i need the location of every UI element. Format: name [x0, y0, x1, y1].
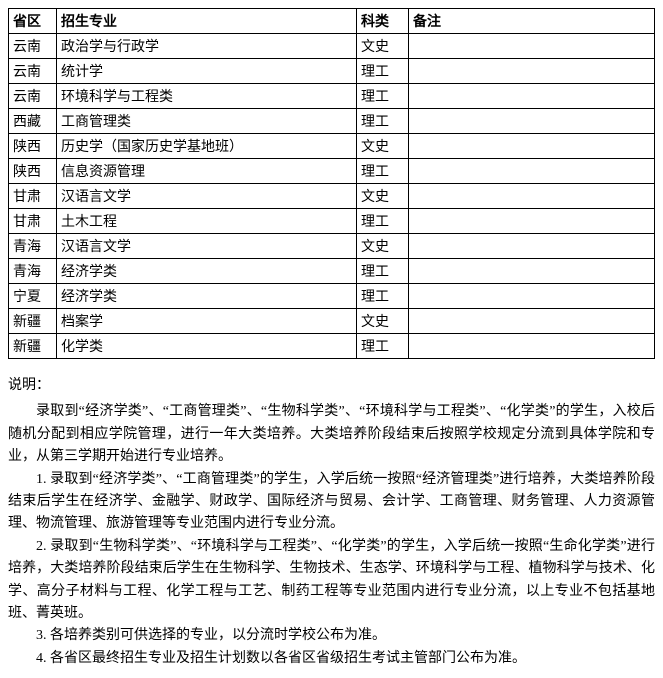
- table-cell: [409, 59, 655, 84]
- table-cell: 理工: [357, 59, 409, 84]
- table-row: 西藏工商管理类理工: [9, 109, 655, 134]
- table-cell: 理工: [357, 259, 409, 284]
- table-row: 甘肃汉语言文学文史: [9, 184, 655, 209]
- table-row: 青海汉语言文学文史: [9, 234, 655, 259]
- header-note: 备注: [409, 9, 655, 34]
- table-cell: [409, 84, 655, 109]
- table-row: 云南统计学理工: [9, 59, 655, 84]
- table-cell: 经济学类: [57, 259, 357, 284]
- table-cell: [409, 259, 655, 284]
- table-cell: 档案学: [57, 309, 357, 334]
- table-cell: [409, 209, 655, 234]
- table-cell: 经济学类: [57, 284, 357, 309]
- table-row: 新疆化学类理工: [9, 334, 655, 359]
- table-cell: 工商管理类: [57, 109, 357, 134]
- notes-paragraph: 录取到“经济学类”、“工商管理类”、“生物科学类”、“环境科学与工程类”、“化学…: [8, 401, 655, 468]
- table-cell: 新疆: [9, 334, 57, 359]
- admissions-table: 省区 招生专业 科类 备注 云南政治学与行政学文史云南统计学理工云南环境科学与工…: [8, 8, 655, 359]
- table-row: 甘肃土木工程理工: [9, 209, 655, 234]
- table-cell: 化学类: [57, 334, 357, 359]
- table-cell: 信息资源管理: [57, 159, 357, 184]
- table-cell: 汉语言文学: [57, 184, 357, 209]
- table-cell: 陕西: [9, 134, 57, 159]
- table-row: 新疆档案学文史: [9, 309, 655, 334]
- table-row: 云南环境科学与工程类理工: [9, 84, 655, 109]
- table-cell: 理工: [357, 209, 409, 234]
- table-cell: 宁夏: [9, 284, 57, 309]
- table-row: 陕西信息资源管理理工: [9, 159, 655, 184]
- table-cell: 文史: [357, 234, 409, 259]
- notes-paragraph: 1. 录取到“经济学类”、“工商管理类”的学生，入学后统一按照“经济管理类”进行…: [8, 469, 655, 536]
- table-cell: 西藏: [9, 109, 57, 134]
- table-cell: [409, 284, 655, 309]
- notes-section: 说明： 录取到“经济学类”、“工商管理类”、“生物科学类”、“环境科学与工程类”…: [8, 375, 655, 670]
- table-cell: 陕西: [9, 159, 57, 184]
- table-cell: 理工: [357, 109, 409, 134]
- table-cell: 青海: [9, 259, 57, 284]
- table-row: 青海经济学类理工: [9, 259, 655, 284]
- notes-paragraph: 4. 各省区最终招生专业及招生计划数以各省区省级招生考试主管部门公布为准。: [8, 648, 655, 670]
- table-cell: 统计学: [57, 59, 357, 84]
- notes-heading: 说明：: [8, 375, 655, 397]
- table-cell: 理工: [357, 284, 409, 309]
- table-cell: [409, 234, 655, 259]
- table-cell: 云南: [9, 59, 57, 84]
- table-cell: 理工: [357, 159, 409, 184]
- table-cell: 历史学（国家历史学基地班）: [57, 134, 357, 159]
- table-cell: [409, 309, 655, 334]
- table-cell: 环境科学与工程类: [57, 84, 357, 109]
- table-cell: 文史: [357, 184, 409, 209]
- table-cell: 甘肃: [9, 184, 57, 209]
- table-cell: 政治学与行政学: [57, 34, 357, 59]
- table-cell: 青海: [9, 234, 57, 259]
- table-cell: 云南: [9, 84, 57, 109]
- notes-paragraph: 3. 各培养类别可供选择的专业，以分流时学校公布为准。: [8, 625, 655, 647]
- table-cell: 汉语言文学: [57, 234, 357, 259]
- table-row: 云南政治学与行政学文史: [9, 34, 655, 59]
- table-cell: 新疆: [9, 309, 57, 334]
- table-cell: 文史: [357, 134, 409, 159]
- table-cell: [409, 134, 655, 159]
- table-cell: 理工: [357, 84, 409, 109]
- table-cell: [409, 334, 655, 359]
- header-category: 科类: [357, 9, 409, 34]
- table-cell: 理工: [357, 334, 409, 359]
- table-row: 陕西历史学（国家历史学基地班）文史: [9, 134, 655, 159]
- notes-paragraph: 2. 录取到“生物科学类”、“环境科学与工程类”、“化学类”的学生，入学后统一按…: [8, 536, 655, 626]
- table-cell: 甘肃: [9, 209, 57, 234]
- table-cell: 文史: [357, 34, 409, 59]
- table-row: 宁夏经济学类理工: [9, 284, 655, 309]
- table-cell: 土木工程: [57, 209, 357, 234]
- table-cell: [409, 184, 655, 209]
- header-province: 省区: [9, 9, 57, 34]
- table-cell: [409, 159, 655, 184]
- table-cell: 文史: [357, 309, 409, 334]
- table-header-row: 省区 招生专业 科类 备注: [9, 9, 655, 34]
- table-cell: 云南: [9, 34, 57, 59]
- header-major: 招生专业: [57, 9, 357, 34]
- table-cell: [409, 109, 655, 134]
- table-cell: [409, 34, 655, 59]
